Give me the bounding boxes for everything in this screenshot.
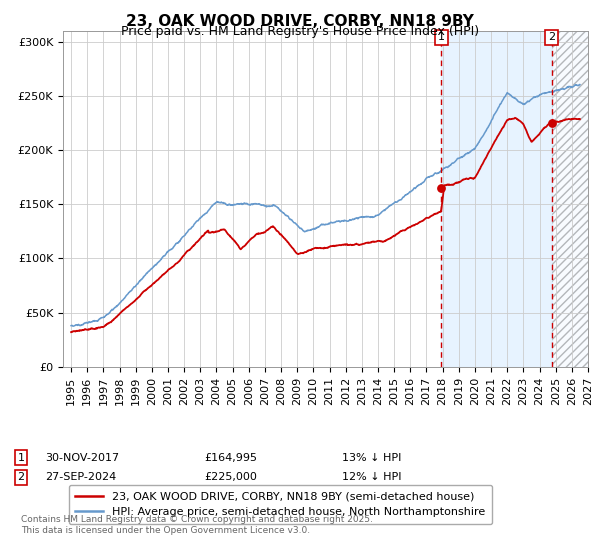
Text: 12% ↓ HPI: 12% ↓ HPI [342, 472, 401, 482]
Text: 2: 2 [548, 32, 555, 43]
Bar [551, 31, 600, 367]
Text: 2: 2 [17, 472, 25, 482]
Legend: 23, OAK WOOD DRIVE, CORBY, NN18 9BY (semi-detached house), HPI: Average price, s: 23, OAK WOOD DRIVE, CORBY, NN18 9BY (sem… [68, 485, 492, 524]
Point [547, 119, 556, 128]
Text: 27-SEP-2024: 27-SEP-2024 [45, 472, 116, 482]
Bar [551, 31, 600, 367]
Point [437, 184, 446, 193]
Text: 13% ↓ HPI: 13% ↓ HPI [342, 452, 401, 463]
Text: £225,000: £225,000 [204, 472, 257, 482]
Text: 1: 1 [438, 32, 445, 43]
Bar [442, 31, 551, 367]
Text: 1: 1 [17, 452, 25, 463]
Text: Price paid vs. HM Land Registry's House Price Index (HPI): Price paid vs. HM Land Registry's House … [121, 25, 479, 38]
Text: £164,995: £164,995 [204, 452, 257, 463]
Text: Contains HM Land Registry data © Crown copyright and database right 2025.
This d: Contains HM Land Registry data © Crown c… [21, 515, 373, 535]
Text: 23, OAK WOOD DRIVE, CORBY, NN18 9BY: 23, OAK WOOD DRIVE, CORBY, NN18 9BY [126, 14, 474, 29]
Text: 30-NOV-2017: 30-NOV-2017 [45, 452, 119, 463]
